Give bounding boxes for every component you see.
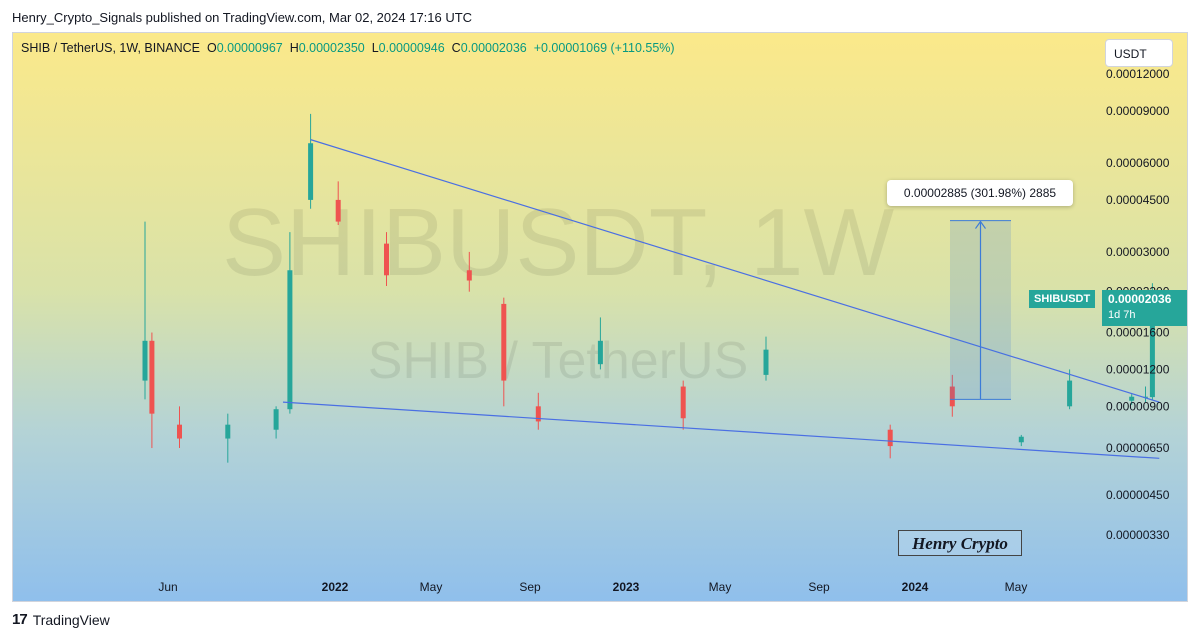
y-tick-label-7: 0.00001200 (1106, 362, 1170, 376)
candle-17 (1018, 434, 1024, 447)
x-tick-label-2: May (420, 580, 443, 594)
candle-13 (680, 380, 686, 430)
candle-1 (149, 332, 155, 449)
candle-14 (763, 336, 769, 381)
candle-body (384, 243, 389, 276)
x-tick-label-4: 2023 (613, 580, 640, 594)
candle-body (1067, 380, 1073, 407)
x-tick-label-0: Jun (158, 580, 177, 594)
candle-9 (466, 251, 472, 292)
currency-button[interactable]: USDT (1105, 39, 1173, 67)
candle-body (501, 303, 507, 381)
candle-body (149, 340, 155, 414)
candle-12 (597, 317, 603, 370)
candle-body (225, 424, 231, 439)
trendline-lower[interactable] (282, 401, 1160, 459)
candle-3 (225, 413, 231, 463)
candles-layer (142, 113, 1155, 463)
legend-o-label: O (206, 41, 217, 55)
tradingview-logo-icon[interactable]: 17 (12, 611, 28, 628)
legend-c-label: C (451, 41, 461, 55)
legend-high: 0.00002350 (298, 41, 365, 55)
candle-body (1129, 396, 1135, 401)
legend-h-label: H (289, 41, 299, 55)
candle-body (142, 340, 148, 381)
candle-body (680, 386, 686, 419)
y-tick-label-4: 0.00003000 (1106, 245, 1170, 259)
measure-arrow-head (975, 220, 986, 229)
candle-0 (142, 221, 148, 400)
y-tick-label-9: 0.00000650 (1106, 441, 1170, 455)
publish-header: Henry_Crypto_Signals published on Tradin… (12, 10, 473, 25)
x-tick-label-7: 2024 (902, 580, 929, 594)
author-signature-box: Henry Crypto (898, 530, 1022, 556)
candlestick-chart[interactable]: SHIBUSDT, 1W SHIB / TetherUS 0.000120000… (13, 33, 1188, 602)
y-tick-label-1: 0.00009000 (1106, 104, 1170, 118)
y-tick-label-3: 0.00004500 (1106, 193, 1170, 207)
candle-8 (384, 232, 389, 286)
last-price: 0.00002036 (1108, 292, 1172, 306)
candle-body (1143, 396, 1148, 398)
candle-20 (1143, 386, 1148, 403)
candle-body (177, 424, 182, 439)
candle-10 (501, 297, 507, 407)
watermark-sub: SHIB / TetherUS (368, 332, 749, 390)
last-price-tag: 0.00002036 1d 7h (1102, 290, 1187, 326)
measure-layer (950, 220, 1011, 400)
watermark-main: SHIBUSDT, 1W (222, 189, 894, 296)
candle-body (763, 349, 769, 375)
y-tick-label-6: 0.00001600 (1106, 326, 1170, 340)
legend-close: 0.00002036 (460, 41, 527, 55)
trendline-upper[interactable] (310, 139, 1160, 403)
y-tick-label-10: 0.00000450 (1106, 488, 1170, 502)
candle-6 (308, 113, 314, 209)
candle-body (949, 386, 955, 407)
legend-change: +0.00001069 (+110.55%) (533, 41, 675, 55)
candle-body (466, 270, 472, 281)
y-tick-label-11: 0.00000330 (1106, 528, 1170, 542)
candle-body (335, 199, 341, 222)
candle-2 (177, 406, 182, 449)
candle-11 (535, 392, 541, 430)
y-axis: 0.00012000 0.00009000 0.00006000 0.00004500… (1106, 67, 1170, 542)
ohlc-legend: SHIB / TetherUS, 1W, BINANCE O0.00000967… (21, 41, 675, 55)
candle-body (287, 270, 293, 410)
candle-body (308, 143, 314, 200)
trendlines-layer (282, 139, 1160, 459)
candle-body (1018, 436, 1024, 443)
candle-7 (335, 181, 341, 226)
legend-symbol[interactable]: SHIB / TetherUS, 1W, BINANCE (21, 41, 200, 55)
candle-body (887, 429, 893, 447)
candle-19 (1129, 394, 1135, 405)
measure-label[interactable]: 0.00002885 (301.98%) 2885 (887, 180, 1073, 206)
candle-body (1149, 301, 1155, 398)
x-tick-label-5: May (709, 580, 732, 594)
legend-low: 0.00000946 (378, 41, 445, 55)
candle-body (597, 340, 603, 365)
x-axis: Jun 2022 May Sep 2023 May Sep 2024 May (158, 580, 1027, 594)
candle-16 (949, 374, 955, 417)
symbol-price-tag: SHIBUSDT (1029, 290, 1096, 308)
x-tick-label-3: Sep (519, 580, 541, 594)
legend-open: 0.00000967 (216, 41, 283, 55)
y-tick-label-8: 0.00000900 (1106, 399, 1170, 413)
candle-body (535, 406, 541, 422)
footer: 17 TradingView (12, 611, 110, 628)
footer-brand[interactable]: TradingView (32, 611, 110, 628)
x-tick-label-6: Sep (808, 580, 830, 594)
candle-body (273, 409, 279, 430)
x-tick-label-8: May (1005, 580, 1028, 594)
y-tick-label-2: 0.00006000 (1106, 156, 1170, 170)
legend-l-label: L (371, 41, 379, 55)
candle-5 (287, 232, 293, 414)
y-tick-label-0: 0.00012000 (1106, 67, 1170, 81)
candle-18 (1067, 369, 1073, 410)
chart-frame[interactable]: SHIBUSDT, 1W SHIB / TetherUS 0.00012000 0… (12, 32, 1188, 602)
candle-4 (273, 406, 279, 439)
bar-countdown: 1d 7h (1108, 309, 1136, 321)
x-tick-label-1: 2022 (322, 580, 349, 594)
